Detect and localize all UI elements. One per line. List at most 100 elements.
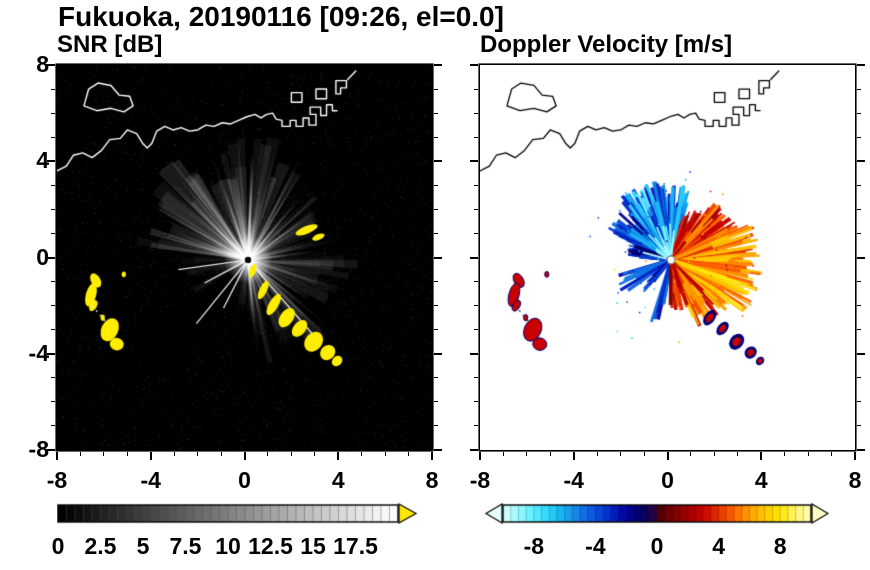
y-axis-tick [474,305,478,307]
y-axis-tick [474,88,478,90]
y-axis-tick [51,112,55,114]
y-axis-tick [51,329,55,331]
snr-colorbar-label: 2.5 [84,533,117,559]
x-axis-tick [854,452,856,460]
y-axis-tick [857,64,865,66]
y-axis-tick [47,352,55,355]
x-axis-tick [737,452,739,456]
y-axis-tick [47,256,55,259]
y-axis-tick [474,401,478,403]
y-axis-tick [470,64,478,66]
y-axis-tick [434,401,438,403]
x-axis-tick [243,452,246,460]
velocity-panel-title: Doppler Velocity [m/s] [480,31,733,58]
y-axis-tick [434,329,438,331]
x-axis-tick [79,452,81,456]
x-axis-tick [526,452,528,456]
x-axis-tick [149,452,152,460]
y-axis-tick [857,401,861,403]
y-axis-tick [51,281,55,283]
y-axis-tick [857,352,865,355]
x-axis-tick [361,452,363,456]
y-axis-tick [51,425,55,427]
y-axis-tick [857,425,861,427]
y-axis-tick [51,208,55,210]
y-axis-tick [474,136,478,138]
snr-colorbar-label: 5 [136,533,150,559]
velocity-colorbar-label: -4 [585,533,606,559]
y-axis-tick [434,184,438,186]
x-axis-tick [267,452,269,456]
y-axis-tick [434,281,438,283]
y-axis-tick [857,184,861,186]
x-axis-tick [690,452,692,456]
y-axis-tick [857,281,861,283]
x-axis-tick [502,452,504,456]
x-axis-tick [643,452,645,456]
y-axis-tick [470,256,478,259]
y-axis-tick [51,88,55,90]
y-axis-tick [474,208,478,210]
y-axis-tick [51,401,55,403]
snr-colorbar-label: 17.5 [333,533,378,559]
y-axis-tick [51,136,55,138]
y-axis-tick [857,208,861,210]
y-axis-tick [857,136,861,138]
x-axis-tick [549,452,551,456]
x-axis-tick [713,452,715,456]
y-axis-tick [474,329,478,331]
y-axis-tick [434,449,442,451]
y-axis-tick [474,425,478,427]
x-axis-tick [572,452,575,460]
x-axis-tick [220,452,222,456]
y-axis-tick [857,112,861,114]
x-axis-tick [56,452,58,460]
x-axis-tick [408,452,410,456]
snr-colorbar-label: 0 [51,533,65,559]
y-axis-tick [51,184,55,186]
y-axis-tick [434,256,442,259]
y-axis-tick [857,449,865,451]
x-axis-tick [173,452,175,456]
x-axis-tick [290,452,292,456]
y-axis-tick [857,305,861,307]
y-axis-tick [474,184,478,186]
y-axis-tick [470,160,478,163]
x-tick-label: -4 [563,467,584,493]
snr-panel [57,65,432,450]
y-axis-tick [434,160,442,163]
x-tick-label: -4 [140,467,161,493]
y-axis-tick [434,112,438,114]
x-tick-label: -8 [469,467,491,493]
y-axis-tick [857,232,861,234]
velocity-ppi-canvas [480,65,855,450]
snr-panel-title: SNR [dB] [57,31,163,58]
y-axis-tick [434,136,438,138]
y-axis-tick [434,352,442,355]
y-axis-tick [47,449,55,451]
snr-colorbar-label: 12.5 [248,533,293,559]
x-tick-label: 4 [754,467,768,493]
x-axis-tick [314,452,316,456]
x-axis-tick [197,452,199,456]
y-axis-tick [434,425,438,427]
x-axis-tick [666,452,669,460]
velocity-colorbar-label: 4 [712,533,725,559]
velocity-colorbar-label: -8 [523,533,545,559]
velocity-colorbar [484,502,832,526]
snr-colorbar-label: 7.5 [169,533,202,559]
y-tick-label: 0 [36,243,49,270]
y-axis-tick [857,256,865,259]
x-tick-label: 8 [848,467,862,493]
y-axis-tick [857,329,861,331]
y-axis-tick [47,160,55,163]
y-axis-tick [470,352,478,355]
x-axis-tick [620,452,622,456]
snr-colorbar-label: 10 [215,533,241,559]
velocity-colorbar-label: 0 [650,533,664,559]
x-axis-tick [596,452,598,456]
y-axis-tick [470,449,478,451]
y-axis-tick [434,208,438,210]
y-axis-tick [857,88,861,90]
velocity-panel [480,65,855,450]
